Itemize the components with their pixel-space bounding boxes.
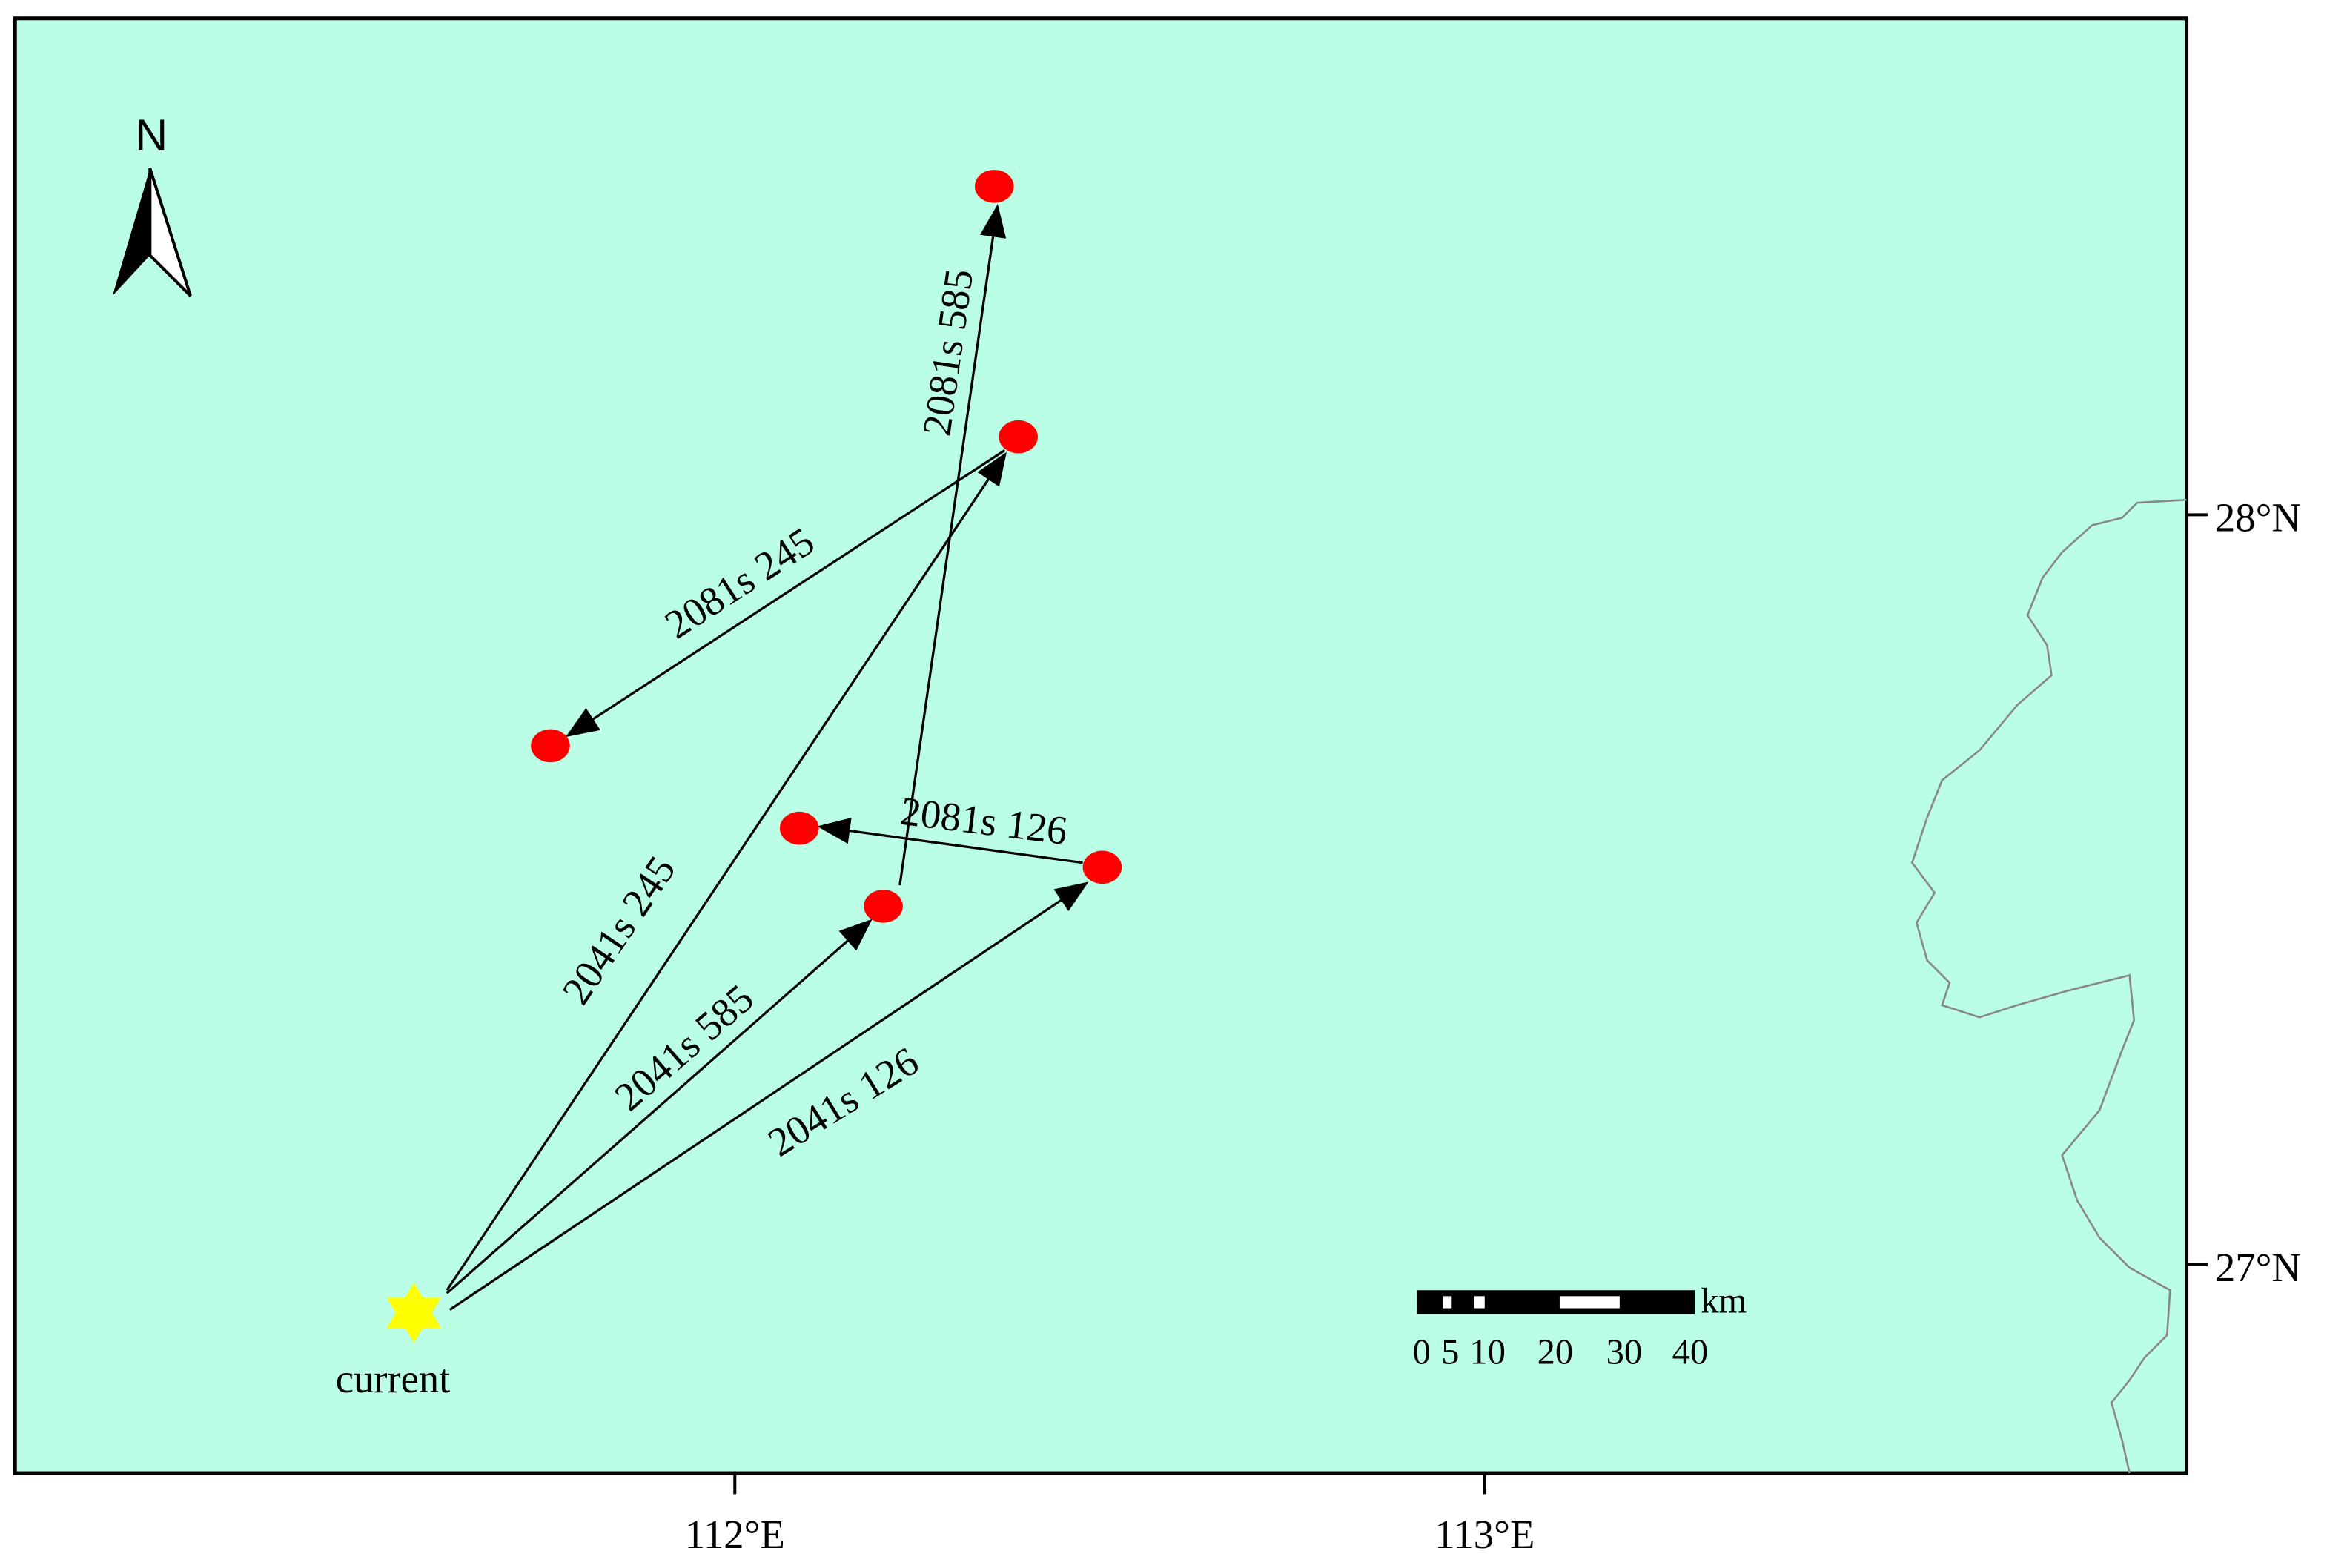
- shift-arrow: [898, 204, 1007, 886]
- shift-arrow: [565, 449, 1006, 738]
- scale-bar-segment: [1443, 1296, 1452, 1309]
- scale-labels: 0 5 10 20 30 40: [1413, 1332, 1709, 1372]
- shift-arrow: [449, 881, 1089, 1311]
- scale-bar-segment: [1559, 1296, 1620, 1309]
- centroid: [999, 420, 1038, 454]
- centroid: [531, 729, 570, 763]
- province-boundary: [1910, 498, 2187, 1474]
- shift-arrow: [446, 919, 873, 1294]
- scale-unit: km: [1701, 1281, 1747, 1321]
- shift-arrow: [446, 451, 1007, 1291]
- shift-arrow: [817, 817, 1083, 864]
- centroid: [1082, 850, 1122, 884]
- map-frame: [13, 16, 2189, 1475]
- lon-label: 113°E: [1434, 1512, 1535, 1557]
- scale-label: 20: [1537, 1332, 1574, 1372]
- current-star: [386, 1283, 441, 1343]
- scale-bar-segment: [1474, 1296, 1485, 1309]
- north-arrow-right: [148, 168, 192, 297]
- scale-label: 5: [1441, 1332, 1459, 1372]
- scale-label: 10: [1470, 1332, 1506, 1372]
- lat-label: 27°N: [2215, 1245, 2301, 1290]
- centroid: [864, 890, 903, 923]
- lon-label: 112°E: [685, 1512, 785, 1557]
- lat-label: 28°N: [2215, 495, 2301, 540]
- north-label: N: [135, 110, 168, 160]
- scale-label: 0: [1413, 1332, 1431, 1372]
- centroid: [779, 811, 819, 845]
- scale-bar: [1417, 1290, 1695, 1314]
- scale-label: 40: [1672, 1332, 1709, 1372]
- centroid: [974, 170, 1014, 203]
- scale-label: 30: [1606, 1332, 1643, 1372]
- origin-label: current: [336, 1356, 451, 1401]
